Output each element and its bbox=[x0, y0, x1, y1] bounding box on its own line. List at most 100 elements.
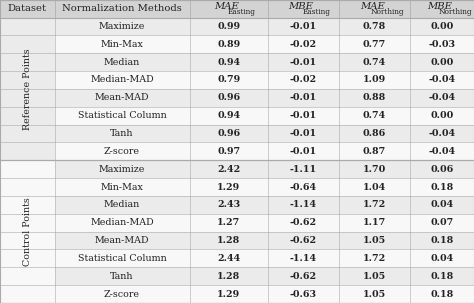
Text: -0.01: -0.01 bbox=[290, 22, 317, 31]
Text: Northing: Northing bbox=[438, 8, 472, 16]
Text: -1.14: -1.14 bbox=[290, 200, 317, 209]
Text: 0.77: 0.77 bbox=[363, 40, 386, 49]
Text: 0.99: 0.99 bbox=[217, 22, 240, 31]
Text: Min-Max: Min-Max bbox=[100, 182, 144, 191]
Text: 0.86: 0.86 bbox=[363, 129, 386, 138]
Bar bbox=[0, 53, 474, 71]
Text: 1.28: 1.28 bbox=[217, 272, 240, 281]
Bar bbox=[0, 0, 474, 18]
Bar bbox=[0, 107, 474, 125]
Bar bbox=[0, 18, 474, 35]
Text: 1.28: 1.28 bbox=[217, 236, 240, 245]
Bar bbox=[0, 160, 55, 303]
Text: 2.42: 2.42 bbox=[217, 165, 240, 174]
Text: 1.72: 1.72 bbox=[363, 200, 386, 209]
Text: Maximize: Maximize bbox=[99, 22, 145, 31]
Text: -0.63: -0.63 bbox=[290, 290, 317, 298]
Text: Mean-MAD: Mean-MAD bbox=[95, 236, 149, 245]
Text: Median-MAD: Median-MAD bbox=[90, 75, 154, 85]
Bar bbox=[0, 231, 474, 249]
Text: Maximize: Maximize bbox=[99, 165, 145, 174]
Text: 0.89: 0.89 bbox=[217, 40, 240, 49]
Text: 0.88: 0.88 bbox=[363, 93, 386, 102]
Text: -0.02: -0.02 bbox=[290, 75, 317, 85]
Text: 2.44: 2.44 bbox=[217, 254, 240, 263]
Text: 1.70: 1.70 bbox=[363, 165, 386, 174]
Text: -0.04: -0.04 bbox=[428, 129, 456, 138]
Bar bbox=[0, 160, 474, 178]
Text: 0.18: 0.18 bbox=[430, 236, 454, 245]
Bar bbox=[0, 18, 55, 160]
Text: Median: Median bbox=[104, 200, 140, 209]
Text: 0.00: 0.00 bbox=[430, 22, 454, 31]
Text: -0.01: -0.01 bbox=[290, 58, 317, 67]
Text: Statistical Column: Statistical Column bbox=[78, 111, 166, 120]
Text: 0.78: 0.78 bbox=[363, 22, 386, 31]
Text: 1.05: 1.05 bbox=[363, 290, 386, 298]
Bar bbox=[0, 142, 474, 160]
Text: 0.07: 0.07 bbox=[430, 218, 454, 227]
Text: 0.96: 0.96 bbox=[217, 93, 240, 102]
Text: MBE: MBE bbox=[427, 2, 452, 11]
Bar bbox=[0, 89, 474, 107]
Text: Northing: Northing bbox=[371, 8, 404, 16]
Text: 0.00: 0.00 bbox=[430, 58, 454, 67]
Text: Easting: Easting bbox=[302, 8, 331, 16]
Text: 0.06: 0.06 bbox=[430, 165, 454, 174]
Text: -1.14: -1.14 bbox=[290, 254, 317, 263]
Text: 0.04: 0.04 bbox=[430, 200, 454, 209]
Text: -0.01: -0.01 bbox=[290, 129, 317, 138]
Text: Median: Median bbox=[104, 58, 140, 67]
Text: 0.04: 0.04 bbox=[430, 254, 454, 263]
Text: 0.18: 0.18 bbox=[430, 272, 454, 281]
Text: -0.62: -0.62 bbox=[290, 236, 317, 245]
Bar bbox=[0, 285, 474, 303]
Text: -0.64: -0.64 bbox=[290, 182, 317, 191]
Text: 0.18: 0.18 bbox=[430, 290, 454, 298]
Text: Mean-MAD: Mean-MAD bbox=[95, 93, 149, 102]
Text: -0.04: -0.04 bbox=[428, 147, 456, 156]
Bar bbox=[0, 249, 474, 267]
Text: 0.18: 0.18 bbox=[430, 182, 454, 191]
Text: Statistical Column: Statistical Column bbox=[78, 254, 166, 263]
Text: -0.04: -0.04 bbox=[428, 93, 456, 102]
Text: 0.97: 0.97 bbox=[217, 147, 240, 156]
Text: -0.01: -0.01 bbox=[290, 147, 317, 156]
Text: 1.17: 1.17 bbox=[363, 218, 386, 227]
Text: 0.96: 0.96 bbox=[217, 129, 240, 138]
Text: Reference Points: Reference Points bbox=[23, 48, 32, 130]
Text: MBE: MBE bbox=[289, 2, 313, 11]
Text: 0.87: 0.87 bbox=[363, 147, 386, 156]
Text: 0.94: 0.94 bbox=[217, 58, 240, 67]
Text: MAE: MAE bbox=[214, 2, 239, 11]
Text: -0.02: -0.02 bbox=[290, 40, 317, 49]
Text: MAE: MAE bbox=[360, 2, 384, 11]
Text: -0.62: -0.62 bbox=[290, 272, 317, 281]
Text: -0.01: -0.01 bbox=[290, 111, 317, 120]
Text: 0.94: 0.94 bbox=[217, 111, 240, 120]
Text: 1.09: 1.09 bbox=[363, 75, 386, 85]
Bar bbox=[0, 71, 474, 89]
Text: Dataset: Dataset bbox=[8, 4, 47, 13]
Text: -0.62: -0.62 bbox=[290, 218, 317, 227]
Bar bbox=[0, 35, 474, 53]
Text: -0.04: -0.04 bbox=[428, 75, 456, 85]
Text: Easting: Easting bbox=[228, 8, 256, 16]
Text: -0.01: -0.01 bbox=[290, 93, 317, 102]
Bar bbox=[0, 267, 474, 285]
Text: 0.79: 0.79 bbox=[217, 75, 240, 85]
Bar bbox=[0, 125, 474, 142]
Bar bbox=[0, 214, 474, 231]
Text: Min-Max: Min-Max bbox=[100, 40, 144, 49]
Text: Median-MAD: Median-MAD bbox=[90, 218, 154, 227]
Bar bbox=[0, 178, 474, 196]
Text: 1.05: 1.05 bbox=[363, 236, 386, 245]
Text: 0.74: 0.74 bbox=[363, 58, 386, 67]
Text: Z-score: Z-score bbox=[104, 147, 140, 156]
Text: 1.04: 1.04 bbox=[363, 182, 386, 191]
Text: -1.11: -1.11 bbox=[290, 165, 317, 174]
Text: 1.05: 1.05 bbox=[363, 272, 386, 281]
Text: 0.74: 0.74 bbox=[363, 111, 386, 120]
Text: Z-score: Z-score bbox=[104, 290, 140, 298]
Text: Control Points: Control Points bbox=[23, 197, 32, 266]
